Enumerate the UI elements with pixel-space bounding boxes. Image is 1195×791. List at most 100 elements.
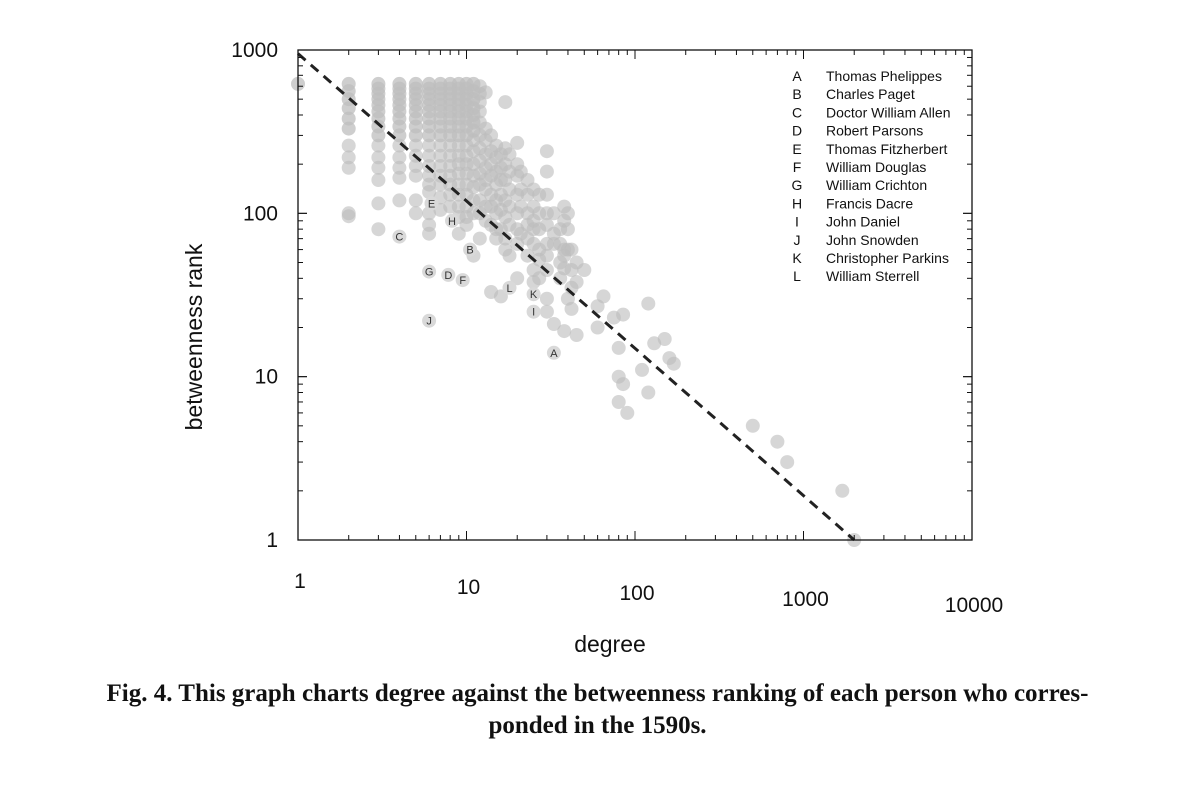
data-point — [341, 160, 356, 175]
data-point — [564, 301, 579, 316]
legend-entry: William Crichton — [826, 177, 927, 193]
data-point — [408, 128, 423, 143]
data-point — [459, 217, 474, 232]
data-point — [408, 193, 423, 208]
data-point — [392, 193, 407, 208]
legend-key: C — [792, 104, 802, 120]
point-label-a: A — [550, 348, 558, 360]
point-label-k: K — [530, 289, 538, 301]
data-point — [546, 317, 561, 331]
x-tick-label: 100 — [619, 582, 654, 605]
axis-ticks: 1 10 100 1000 10000 1 10 100 1000 — [231, 39, 1003, 617]
data-point — [408, 206, 423, 221]
point-label-d: D — [444, 270, 452, 282]
point-label-f: F — [459, 275, 466, 287]
data-point — [422, 148, 437, 163]
legend-key: J — [794, 232, 801, 248]
x-tick-label: 10000 — [945, 594, 1003, 617]
data-point — [620, 405, 635, 420]
data-point — [564, 242, 579, 257]
data-point — [371, 150, 386, 165]
fit-line — [297, 52, 856, 542]
data-point — [498, 231, 513, 246]
data-point — [611, 395, 626, 409]
data-point — [392, 170, 407, 185]
data-point — [371, 138, 386, 153]
data-point — [569, 328, 584, 342]
labeled-point-f — [455, 273, 470, 288]
data-point — [433, 159, 448, 173]
data-point — [560, 222, 575, 237]
point-label-j: J — [426, 316, 432, 328]
point-label-g: G — [425, 267, 434, 279]
legend-key: F — [793, 159, 802, 175]
data-point — [616, 377, 631, 392]
data-point — [392, 150, 407, 165]
data-point — [502, 147, 517, 162]
data-point — [510, 135, 525, 150]
data-point — [577, 263, 592, 277]
data-point — [641, 385, 656, 400]
legend-key: I — [795, 214, 799, 230]
data-point — [611, 340, 626, 355]
caption-line-2: ponded in the 1590s. — [488, 712, 707, 739]
data-point — [835, 483, 850, 498]
data-point — [641, 296, 656, 311]
labeled-point-c — [392, 229, 407, 244]
data-point — [433, 128, 448, 143]
data-point — [422, 185, 437, 199]
data-point — [371, 128, 386, 143]
data-point — [498, 95, 513, 110]
legend-key: H — [792, 195, 802, 211]
caption-line-1: Fig. 4. This graph charts degree against… — [106, 680, 1089, 707]
legend-key: A — [792, 68, 802, 84]
legend-entry: Francis Dacre — [826, 195, 913, 211]
point-label-c: C — [395, 232, 403, 244]
labeled-point-a — [546, 345, 561, 360]
data-point — [341, 101, 356, 116]
y-tick-label: 1000 — [231, 39, 278, 62]
legend-key: B — [792, 86, 801, 102]
data-point — [341, 209, 356, 224]
data-point — [433, 138, 448, 153]
data-point — [422, 128, 437, 143]
data-point — [433, 148, 448, 163]
data-point — [616, 307, 631, 322]
legend-key: G — [792, 177, 803, 193]
data-point — [472, 231, 487, 246]
point-labels: A B C D E F G H I J K L — [392, 196, 561, 360]
data-point — [546, 206, 561, 221]
data-point — [657, 332, 672, 346]
data-point — [539, 291, 554, 306]
data-point — [539, 164, 554, 179]
data-point — [745, 418, 760, 433]
data-point — [408, 138, 423, 153]
data-point — [472, 104, 487, 119]
data-point — [539, 304, 554, 319]
data-point — [539, 248, 554, 263]
point-label-b: B — [466, 245, 473, 257]
data-point — [635, 362, 649, 377]
data-point — [666, 356, 681, 371]
x-tick-label: 10 — [457, 576, 480, 599]
data-point — [557, 324, 572, 339]
data-point — [392, 128, 407, 143]
legend-key: K — [792, 250, 802, 266]
legend-key: L — [793, 268, 801, 284]
labeled-point-j — [422, 313, 437, 328]
point-label-h: H — [448, 216, 456, 228]
labeled-point-h — [445, 213, 459, 228]
point-label-i: I — [532, 307, 535, 319]
data-point — [780, 455, 795, 470]
y-tick-label: 1 — [266, 529, 278, 552]
data-point — [596, 289, 611, 304]
data-point — [341, 111, 356, 126]
legend-entry: Charles Paget — [826, 86, 915, 102]
data-point — [590, 320, 605, 335]
legend-entry: Robert Parsons — [826, 123, 923, 139]
data-point — [539, 144, 554, 159]
data-point — [392, 160, 407, 175]
data-point — [408, 168, 423, 183]
data-points — [291, 76, 862, 547]
